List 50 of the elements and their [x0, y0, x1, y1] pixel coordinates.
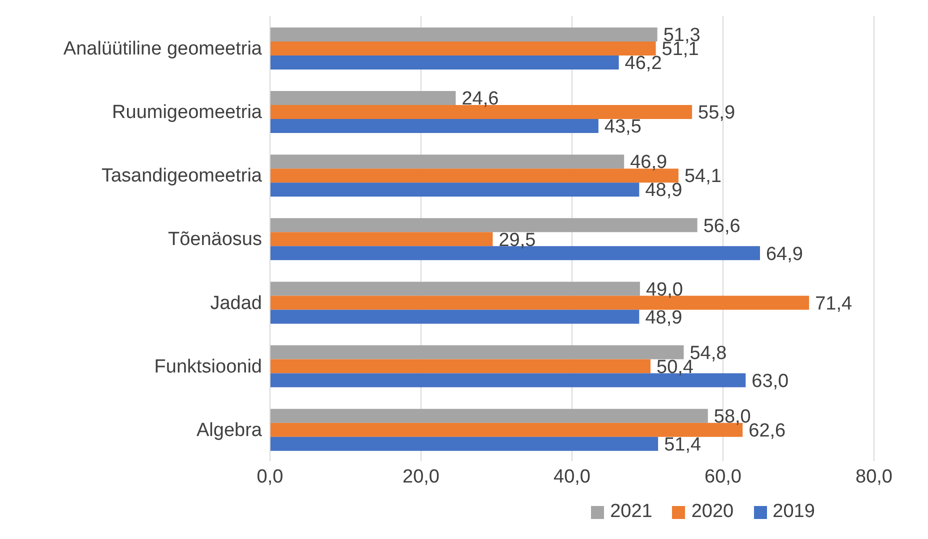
data-label: 48,9 [645, 307, 682, 328]
data-label: 24,6 [462, 88, 499, 110]
x-tick-label: 20,0 [402, 466, 440, 488]
y-tick-label: Ruumigeomeetria [112, 102, 262, 124]
bar [270, 345, 684, 360]
data-label: 54,1 [684, 166, 722, 188]
bar [270, 282, 640, 296]
data-label: 63,0 [752, 370, 789, 392]
legend-label: 2019 [772, 501, 815, 523]
bar [270, 154, 624, 169]
y-tick-label: Funktsioonid [154, 356, 262, 378]
y-tick-label: Algebra [196, 420, 262, 441]
bar [270, 408, 708, 423]
data-label: 71,4 [815, 293, 852, 314]
y-tick-label: Analüütiline geomeetria [63, 38, 262, 60]
bar [270, 436, 658, 451]
bar [270, 41, 656, 56]
data-label: 49,0 [646, 279, 683, 300]
bar [270, 218, 698, 232]
data-label: 62,6 [748, 420, 786, 442]
y-tick-label: Jadad [210, 292, 262, 314]
y-tick-label: Tasandigeomeetria [101, 166, 262, 187]
bar [270, 359, 651, 374]
x-tick-label: 80,0 [856, 466, 892, 488]
bar [270, 168, 678, 183]
data-label: 29,5 [498, 230, 536, 251]
x-tick-label: 0,0 [256, 466, 284, 488]
bar [270, 55, 619, 70]
data-label: 46,2 [624, 53, 662, 74]
data-label: 51,4 [664, 434, 702, 456]
data-label: 48,9 [645, 180, 682, 202]
data-label: 58,0 [714, 406, 751, 428]
data-label: 46,9 [630, 152, 668, 174]
legend-label: 2021 [609, 501, 652, 523]
x-tick-label: 60,0 [704, 466, 742, 488]
data-label: 43,5 [604, 116, 642, 138]
x-tick-label: 40,0 [554, 466, 590, 488]
data-label: 64,9 [766, 244, 803, 265]
bar [270, 232, 493, 246]
bar [270, 119, 598, 134]
data-label: 56,6 [703, 216, 740, 237]
legend-label: 2020 [690, 501, 734, 523]
bar [270, 91, 456, 106]
bar [270, 105, 692, 120]
data-label: 54,8 [690, 342, 727, 364]
y-tick-label: Tõenäosus [168, 229, 262, 250]
bar [270, 27, 658, 42]
data-label: 55,9 [698, 102, 736, 124]
bar [270, 182, 640, 197]
bar [270, 310, 640, 324]
